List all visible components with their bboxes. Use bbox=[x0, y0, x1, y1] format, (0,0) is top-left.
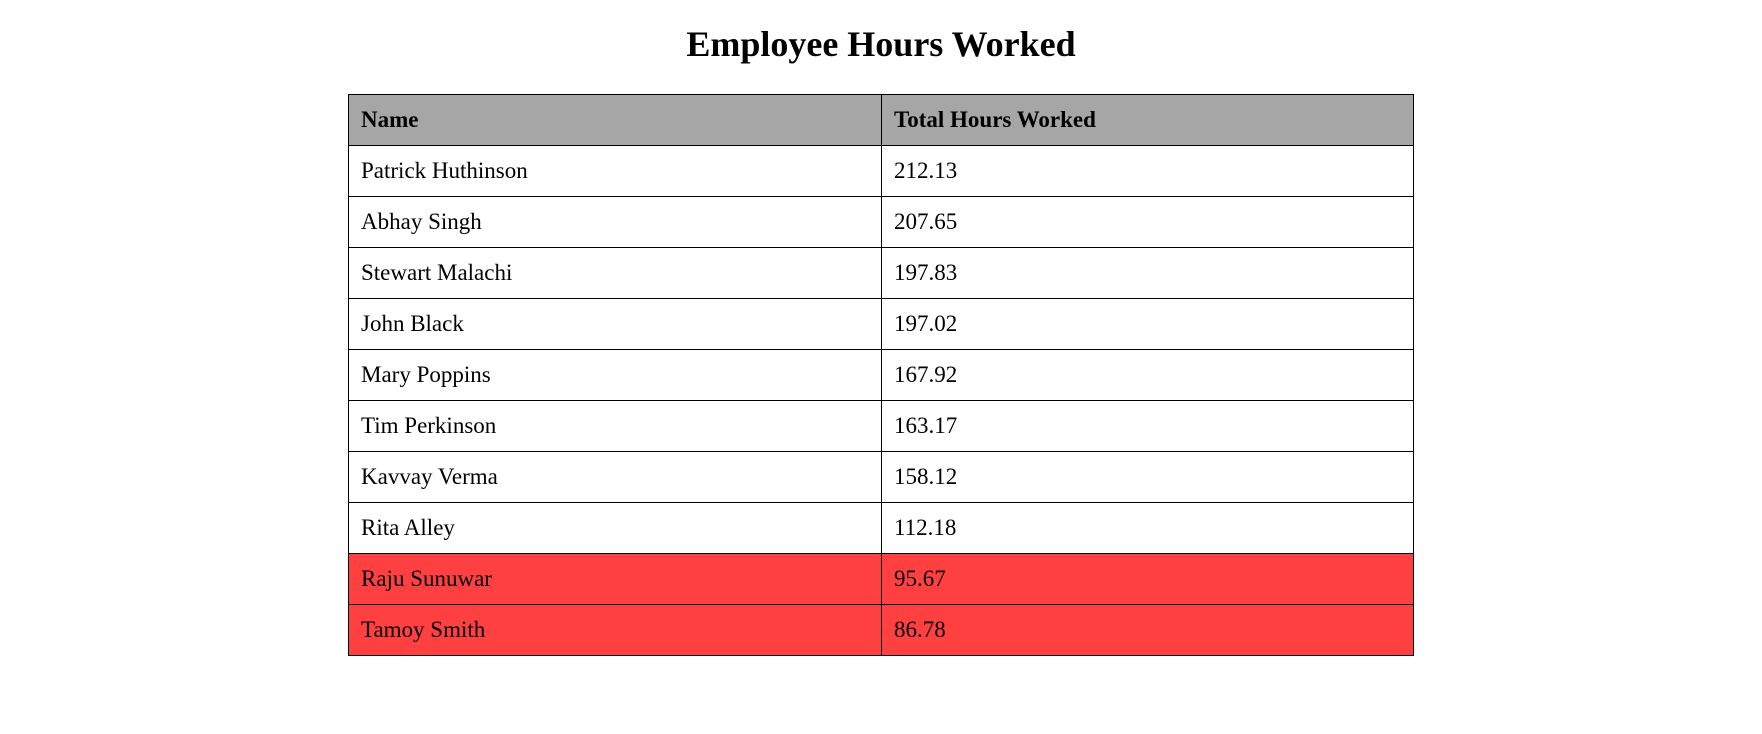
column-header-name: Name bbox=[348, 94, 882, 146]
page-title: Employee Hours Worked bbox=[686, 24, 1076, 64]
table-row: Stewart Malachi 197.83 bbox=[348, 247, 1414, 299]
table-header-row: Name Total Hours Worked bbox=[348, 94, 1414, 146]
table-row: Tamoy Smith 86.78 bbox=[348, 604, 1414, 656]
cell-hours: 212.13 bbox=[881, 145, 1414, 197]
table-row: Abhay Singh 207.65 bbox=[348, 196, 1414, 248]
cell-hours: 207.65 bbox=[881, 196, 1414, 248]
cell-hours: 197.83 bbox=[881, 247, 1414, 299]
table-row: Tim Perkinson 163.17 bbox=[348, 400, 1414, 452]
table-row: Raju Sunuwar 95.67 bbox=[348, 553, 1414, 605]
hours-table: Name Total Hours Worked Patrick Huthinso… bbox=[348, 94, 1414, 656]
table-row: Rita Alley 112.18 bbox=[348, 502, 1414, 554]
cell-hours: 197.02 bbox=[881, 298, 1414, 350]
cell-hours: 86.78 bbox=[881, 604, 1414, 656]
table-row: John Black 197.02 bbox=[348, 298, 1414, 350]
cell-name: Abhay Singh bbox=[348, 196, 882, 248]
cell-name: Tim Perkinson bbox=[348, 400, 882, 452]
table-row: Patrick Huthinson 212.13 bbox=[348, 145, 1414, 197]
cell-name: Rita Alley bbox=[348, 502, 882, 554]
cell-name: Kavvay Verma bbox=[348, 451, 882, 503]
cell-hours: 95.67 bbox=[881, 553, 1414, 605]
cell-hours: 158.12 bbox=[881, 451, 1414, 503]
cell-hours: 163.17 bbox=[881, 400, 1414, 452]
cell-name: John Black bbox=[348, 298, 882, 350]
cell-name: Raju Sunuwar bbox=[348, 553, 882, 605]
cell-name: Mary Poppins bbox=[348, 349, 882, 401]
column-header-total-hours: Total Hours Worked bbox=[881, 94, 1414, 146]
cell-name: Patrick Huthinson bbox=[348, 145, 882, 197]
cell-hours: 167.92 bbox=[881, 349, 1414, 401]
cell-name: Stewart Malachi bbox=[348, 247, 882, 299]
cell-name: Tamoy Smith bbox=[348, 604, 882, 656]
cell-hours: 112.18 bbox=[881, 502, 1414, 554]
table-row: Kavvay Verma 158.12 bbox=[348, 451, 1414, 503]
table-row: Mary Poppins 167.92 bbox=[348, 349, 1414, 401]
